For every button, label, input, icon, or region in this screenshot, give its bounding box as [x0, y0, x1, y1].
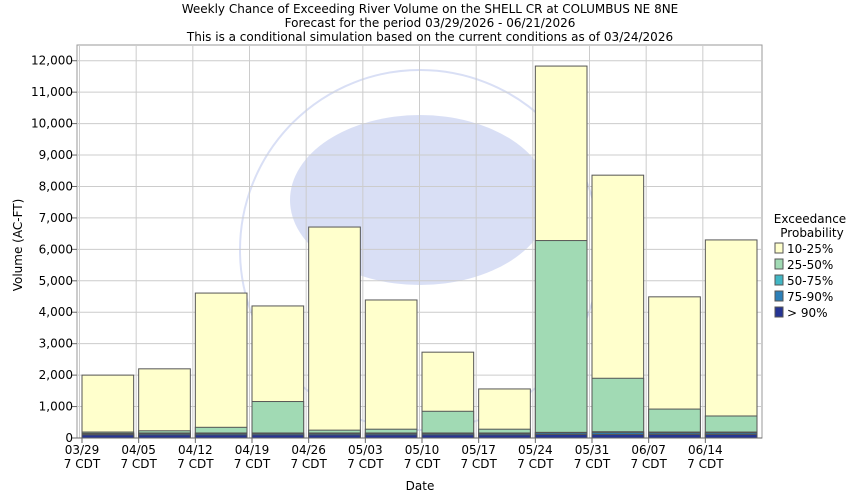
- y-tick-label: 0: [65, 431, 73, 445]
- bar-segment-10-25-: [81, 374, 135, 439]
- legend-label: 75-90%: [787, 290, 833, 304]
- legend-label: 50-75%: [787, 274, 833, 288]
- x-tick-sublabel: 7 CDT: [630, 457, 667, 471]
- bar-segment-10-25-: [194, 292, 248, 439]
- y-tick-label: 3,000: [39, 337, 73, 351]
- chart-title-line-3: This is a conditional simulation based o…: [186, 30, 673, 44]
- chart-title-line-1: Weekly Chance of Exceeding River Volume …: [182, 2, 679, 16]
- bar-segment--90-: [534, 434, 588, 439]
- x-tick-sublabel: 7 CDT: [64, 457, 101, 471]
- x-tick-sublabel: 7 CDT: [290, 457, 327, 471]
- legend-label: 25-50%: [787, 258, 833, 272]
- legend-title-2: Probability: [780, 226, 843, 240]
- legend-label: 10-25%: [787, 242, 833, 256]
- bar-segment--90-: [704, 434, 758, 439]
- x-tick-sublabel: 7 CDT: [234, 457, 271, 471]
- bar-segment-10-25-: [138, 368, 191, 439]
- legend-swatch: [774, 274, 784, 286]
- legend-swatch: [774, 258, 784, 270]
- x-tick-label: 05/24: [518, 443, 553, 457]
- y-tick-label: 6,000: [39, 242, 73, 256]
- bar-segment--90-: [591, 434, 645, 439]
- legend-title-1: Exceedance: [774, 212, 846, 226]
- bar-segment-25-50-: [251, 401, 305, 439]
- x-tick-label: 05/03: [348, 443, 383, 457]
- bar-segment-25-50-: [591, 377, 645, 439]
- legend-swatch: [774, 306, 784, 318]
- bar-segment--90-: [648, 434, 701, 439]
- bar-segment-10-25-: [308, 226, 361, 439]
- x-tick-label: 04/26: [291, 443, 326, 457]
- x-tick-sublabel: 7 CDT: [460, 457, 497, 471]
- y-tick-label: 12,000: [31, 54, 73, 68]
- x-axis-label: Date: [406, 479, 435, 493]
- x-tick-sublabel: 7 CDT: [574, 457, 611, 471]
- legend-swatch: [774, 290, 784, 302]
- x-tick-sublabel: 7 CDT: [347, 457, 384, 471]
- x-tick-label: 04/12: [178, 443, 213, 457]
- legend-swatch: [774, 242, 784, 254]
- y-tick-label: 1,000: [39, 400, 73, 414]
- x-tick-sublabel: 7 CDT: [687, 457, 724, 471]
- y-tick-label: 7,000: [39, 211, 73, 225]
- x-tick-label: 05/17: [461, 443, 496, 457]
- legend-label: > 90%: [787, 306, 828, 320]
- x-tick-label: 03/29: [65, 443, 100, 457]
- y-tick-label: 2,000: [39, 368, 73, 382]
- x-tick-label: 05/10: [405, 443, 440, 457]
- bar-segment-10-25-: [704, 239, 758, 439]
- y-tick-label: 5,000: [39, 274, 73, 288]
- chart-title-line-2: Forecast for the period 03/29/2026 - 06/…: [285, 16, 576, 30]
- x-tick-label: 04/19: [235, 443, 270, 457]
- y-tick-label: 8,000: [39, 179, 73, 193]
- x-tick-label: 06/07: [631, 443, 666, 457]
- x-tick-label: 06/14: [688, 443, 723, 457]
- y-tick-label: 9,000: [39, 148, 73, 162]
- x-tick-sublabel: 7 CDT: [120, 457, 157, 471]
- y-tick-label: 11,000: [31, 85, 73, 99]
- y-axis-label: Volume (AC-FT): [11, 199, 25, 292]
- bar-segment-10-25-: [364, 299, 418, 439]
- y-tick-label: 4,000: [39, 305, 73, 319]
- x-tick-label: 04/05: [121, 443, 156, 457]
- y-tick-label: 10,000: [31, 117, 73, 131]
- x-tick-sublabel: 7 CDT: [177, 457, 214, 471]
- x-tick-label: 05/31: [575, 443, 610, 457]
- x-tick-sublabel: 7 CDT: [517, 457, 554, 471]
- x-tick-sublabel: 7 CDT: [404, 457, 441, 471]
- bar-segment-25-50-: [534, 240, 588, 439]
